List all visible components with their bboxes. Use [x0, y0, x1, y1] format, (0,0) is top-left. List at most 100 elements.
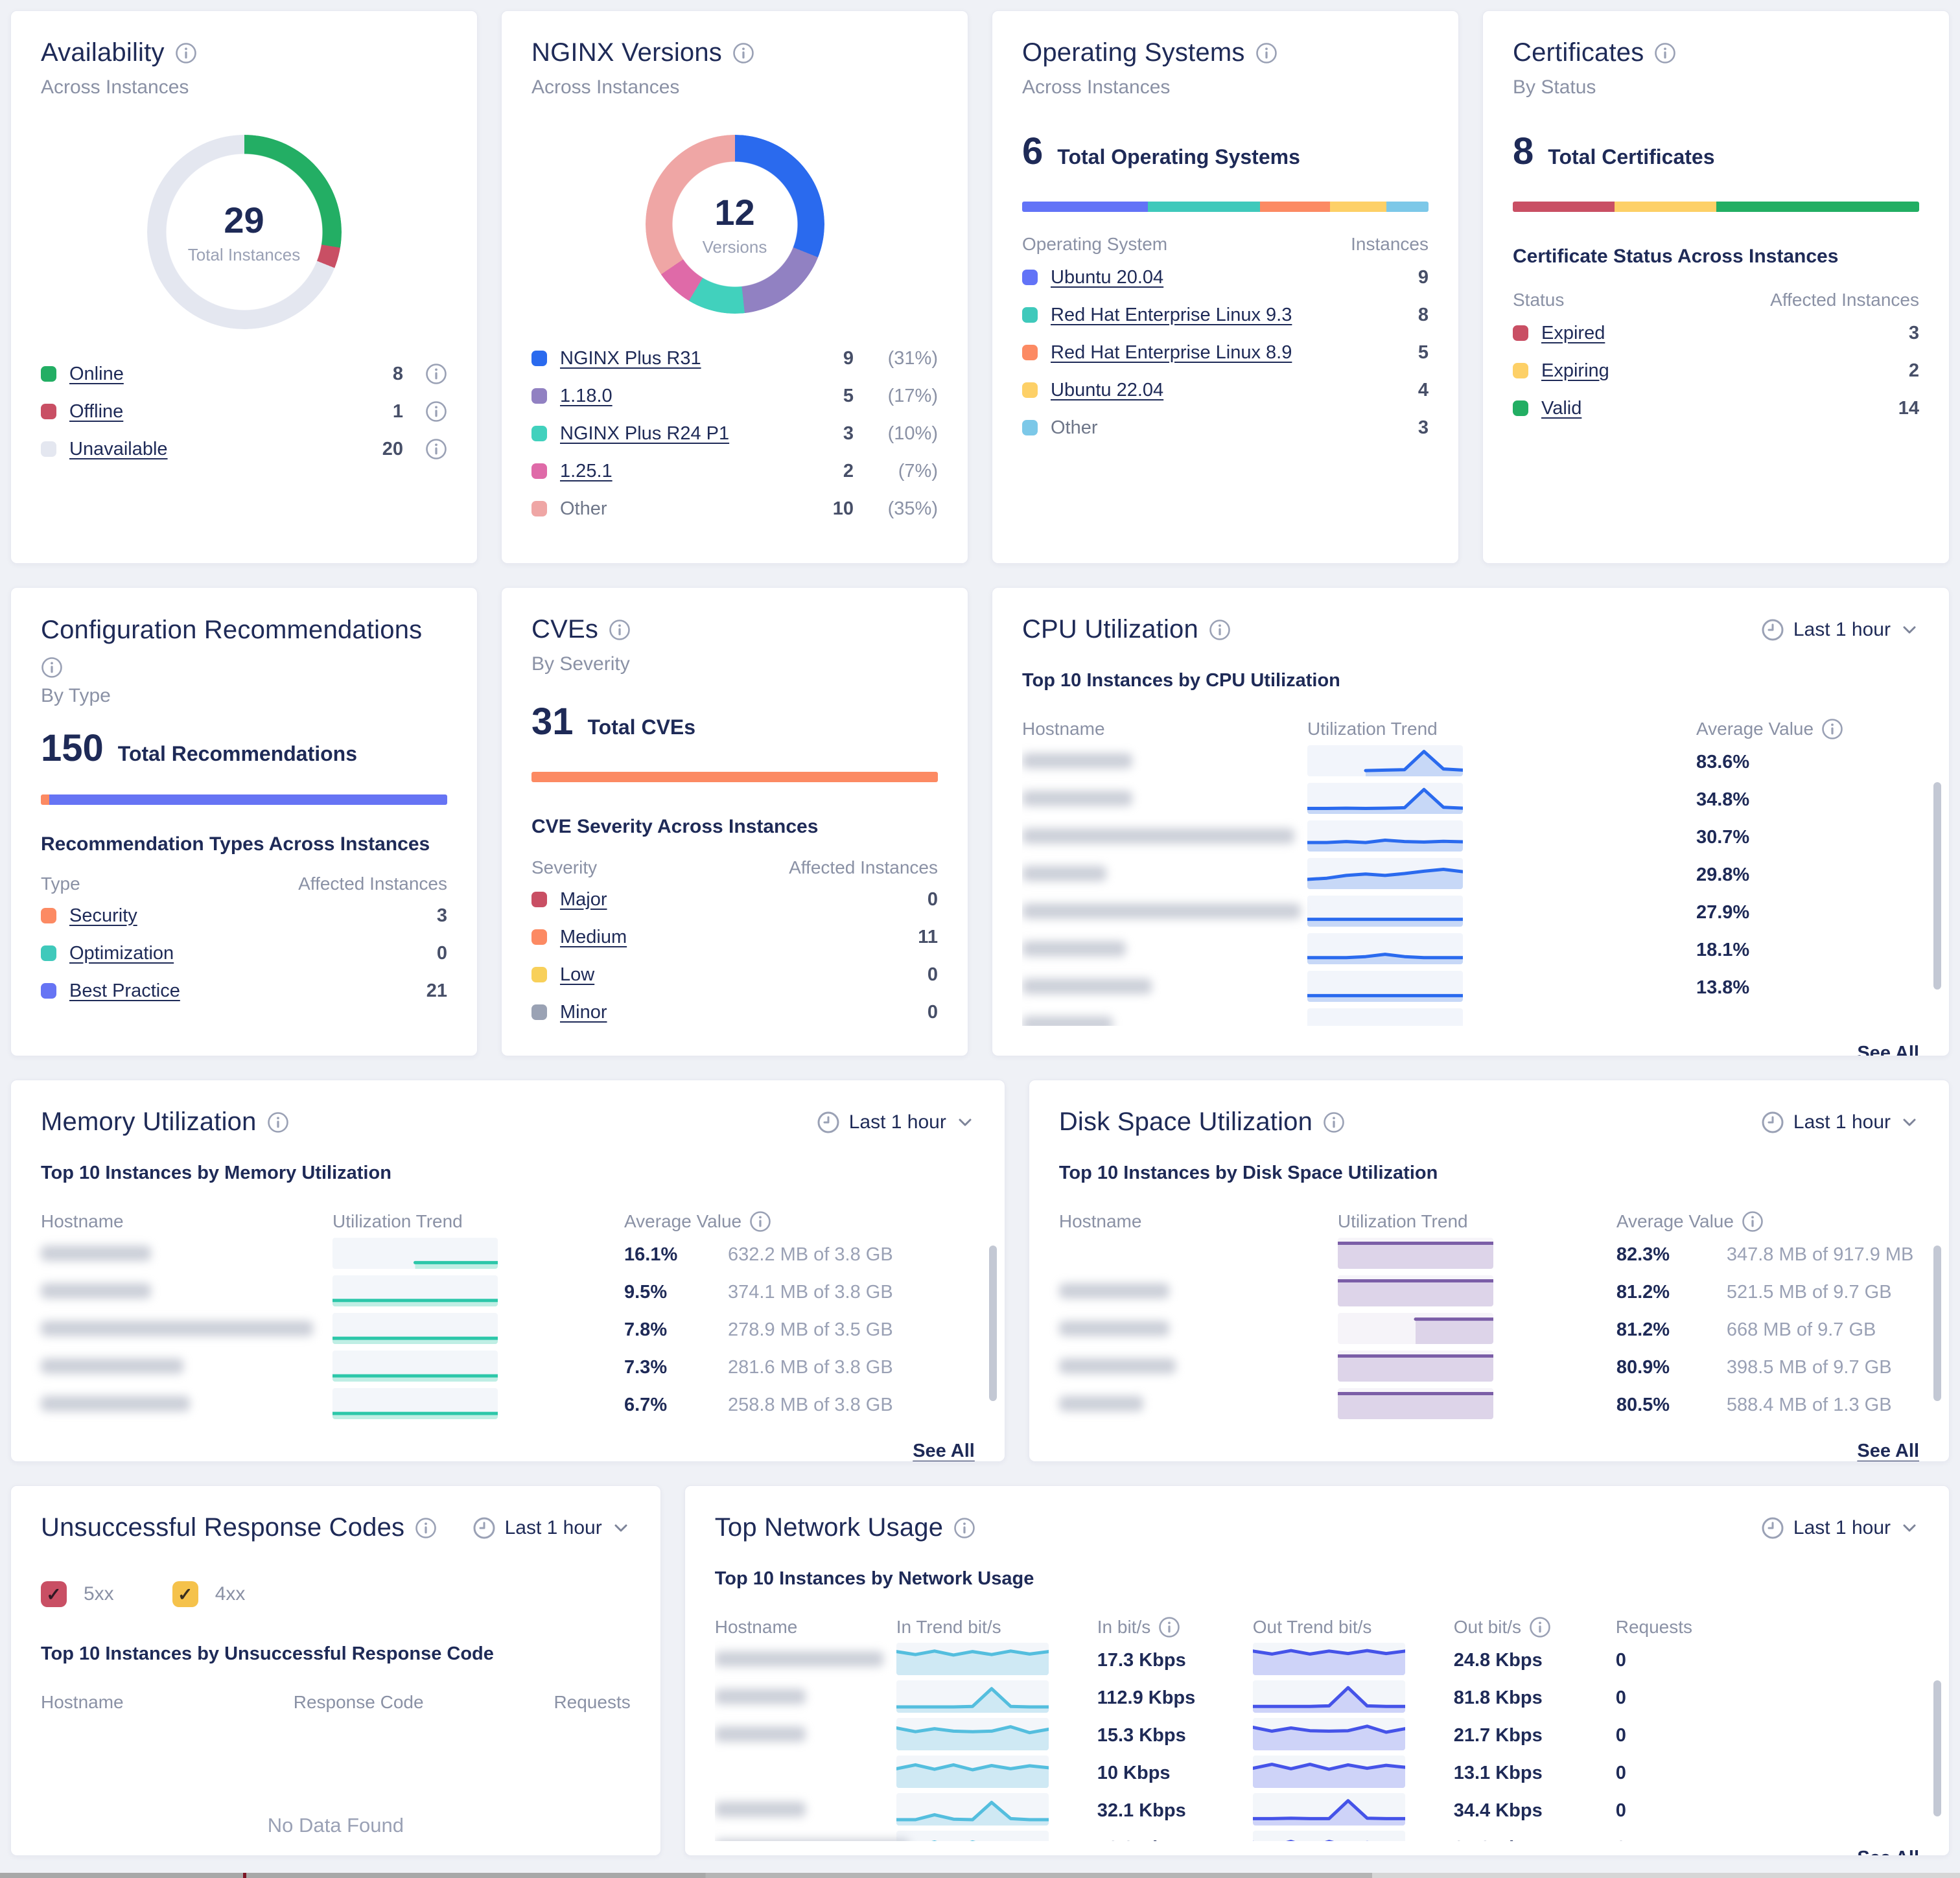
legend-label-link[interactable]: 1.18.0	[560, 385, 612, 406]
info-icon[interactable]	[749, 1211, 771, 1233]
total-cves-label: Total CVEs	[587, 715, 696, 739]
see-all-link[interactable]: See All	[1857, 1043, 1919, 1056]
legend-label-link[interactable]: Security	[69, 905, 137, 926]
bar-segment	[531, 772, 938, 782]
filter-5xx[interactable]: ✓ 5xx	[41, 1581, 114, 1607]
versions-donut-chart: 12 Versions	[645, 135, 824, 314]
table-row[interactable]: 9.5% 374.1 MB of 3.8 GB	[41, 1273, 975, 1311]
table-row[interactable]: 16.9 Kbps 24.6 Kbps 0	[714, 1829, 1919, 1841]
info-icon[interactable]	[1255, 42, 1278, 64]
legend-label-link[interactable]: NGINX Plus R31	[560, 347, 701, 369]
info-icon[interactable]	[1529, 1616, 1551, 1638]
legend-value: 8	[1418, 304, 1429, 325]
info-icon[interactable]	[732, 42, 754, 64]
info-icon[interactable]	[41, 656, 447, 678]
table-row[interactable]: 6.7% 258.8 MB of 3.8 GB	[41, 1386, 975, 1424]
info-icon[interactable]	[267, 1111, 289, 1133]
legend-label-link[interactable]: Best Practice	[69, 980, 180, 1001]
info-icon[interactable]	[1323, 1111, 1345, 1133]
section-subhead: Certificate Status Across Instances	[1513, 246, 1839, 267]
table-row[interactable]: 30.7%	[1021, 818, 1919, 856]
legend-label-link[interactable]: Ubuntu 20.04	[1051, 266, 1164, 288]
legend-row: Red Hat Enterprise Linux 9.3 8	[1022, 296, 1429, 334]
table-row[interactable]: 7.3% 281.6 MB of 3.8 GB	[41, 1349, 975, 1386]
filter-4xx[interactable]: ✓ 4xx	[172, 1581, 245, 1607]
info-icon[interactable]	[175, 42, 197, 64]
table-heading: Top 10 Instances by CPU Utilization	[1021, 670, 1340, 691]
legend-label-link[interactable]: Red Hat Enterprise Linux 9.3	[1051, 304, 1292, 325]
table-row[interactable]: 34.8%	[1021, 781, 1919, 818]
column-header: Affected Instances	[298, 874, 447, 894]
legend-label-link[interactable]: Valid	[1541, 397, 1582, 419]
legend-label-link[interactable]: 1.25.1	[560, 460, 612, 481]
checkbox-5xx-checked[interactable]: ✓	[41, 1581, 67, 1607]
column-header: Status	[1513, 290, 1565, 310]
info-icon[interactable]	[1821, 718, 1843, 740]
legend-label-link[interactable]: Ubuntu 22.04	[1051, 379, 1164, 400]
vertical-scrollbar[interactable]	[1933, 1680, 1941, 1816]
table-row[interactable]: 81.2% 521.5 MB of 9.7 GB	[1058, 1273, 1919, 1311]
table-row[interactable]: 29.8%	[1021, 856, 1919, 894]
time-range-dropdown[interactable]: Last 1 hour	[472, 1516, 631, 1540]
table-row[interactable]: 81.2% 668 MB of 9.7 GB	[1058, 1311, 1919, 1349]
table-row[interactable]: 82.3% 347.8 MB of 917.9 MB	[1059, 1236, 1919, 1273]
hostname-blurred	[714, 1688, 806, 1704]
table-row[interactable]: 32.1 Kbps 34.4 Kbps 0	[714, 1792, 1919, 1829]
time-range-dropdown[interactable]: Last 1 hour	[1761, 1516, 1919, 1540]
info-icon[interactable]	[1158, 1616, 1180, 1638]
info-icon[interactable]	[425, 400, 447, 423]
checkbox-4xx-checked[interactable]: ✓	[172, 1581, 198, 1607]
info-icon[interactable]	[415, 1517, 437, 1539]
vertical-scrollbar[interactable]	[1933, 782, 1941, 990]
time-range-dropdown[interactable]: Last 1 hour	[817, 1111, 975, 1134]
legend-label-link[interactable]: Major	[559, 888, 607, 910]
info-icon[interactable]	[425, 363, 447, 385]
time-range-dropdown[interactable]: Last 1 hour	[1761, 1111, 1919, 1134]
legend-swatch	[41, 441, 56, 457]
table-row[interactable]: 16.1% 632.2 MB of 3.8 GB	[41, 1236, 975, 1273]
legend-label-link[interactable]: Low	[559, 964, 595, 985]
card-subtitle: Across Instances	[531, 76, 680, 98]
info-icon[interactable]	[1742, 1211, 1764, 1233]
legend-label-link[interactable]: Expiring	[1541, 360, 1609, 381]
bar-segment	[1513, 202, 1615, 212]
legend-label-link[interactable]: Minor	[559, 1001, 607, 1023]
trend-sparkline	[1337, 1312, 1493, 1344]
legend-label-link[interactable]: Unavailable	[69, 438, 168, 459]
info-icon[interactable]	[1654, 42, 1676, 64]
table-row[interactable]: 13.8%	[1021, 969, 1919, 1006]
see-all-link[interactable]: See All	[1857, 1441, 1919, 1461]
legend-value: 5	[1418, 342, 1429, 363]
table-heading: Top 10 Instances by Unsuccessful Respons…	[41, 1643, 494, 1664]
table-row[interactable]: 10 Kbps 13.1 Kbps 0	[715, 1754, 1919, 1792]
legend-label-link[interactable]: Expired	[1541, 322, 1605, 343]
legend-label-link[interactable]: Medium	[559, 926, 627, 947]
table-row[interactable]: 18.1%	[1021, 931, 1919, 969]
legend-label-link[interactable]: Red Hat Enterprise Linux 8.9	[1051, 342, 1292, 363]
average-percent: 9.5%	[624, 1281, 668, 1303]
info-icon[interactable]	[425, 438, 447, 460]
time-range-dropdown[interactable]: Last 1 hour	[1761, 618, 1919, 642]
table-row[interactable]: 80.5% 588.4 MB of 1.3 GB	[1058, 1386, 1919, 1424]
legend-label-link[interactable]: Offline	[69, 400, 124, 422]
legend-label-link[interactable]: Online	[69, 363, 124, 384]
legend-label-link[interactable]: Optimization	[69, 942, 174, 964]
table-row[interactable]: 17.3 Kbps 24.8 Kbps 0	[714, 1641, 1919, 1679]
info-icon[interactable]	[953, 1517, 975, 1539]
see-all-link[interactable]: See All	[1857, 1848, 1919, 1855]
info-icon[interactable]	[609, 619, 631, 641]
table-row[interactable]: 83.6%	[1021, 743, 1919, 781]
table-row[interactable]	[1021, 1006, 1919, 1026]
bar-segment	[1716, 202, 1919, 212]
table-row[interactable]: 27.9%	[1021, 894, 1919, 931]
legend-label-link[interactable]: NGINX Plus R24 P1	[560, 423, 730, 444]
see-all-link[interactable]: See All	[913, 1441, 975, 1461]
table-row[interactable]: 112.9 Kbps 81.8 Kbps 0	[714, 1679, 1919, 1717]
vertical-scrollbar[interactable]	[988, 1246, 997, 1401]
info-icon[interactable]	[1209, 619, 1231, 641]
table-row[interactable]: 7.8% 278.9 MB of 3.5 GB	[41, 1311, 975, 1349]
cve-legend: Major 0 Medium 11 Low 0 Minor 0	[531, 881, 938, 1031]
table-row[interactable]: 15.3 Kbps 21.7 Kbps 0	[714, 1717, 1919, 1754]
vertical-scrollbar[interactable]	[1933, 1246, 1941, 1401]
table-row[interactable]: 80.9% 398.5 MB of 9.7 GB	[1058, 1349, 1919, 1386]
